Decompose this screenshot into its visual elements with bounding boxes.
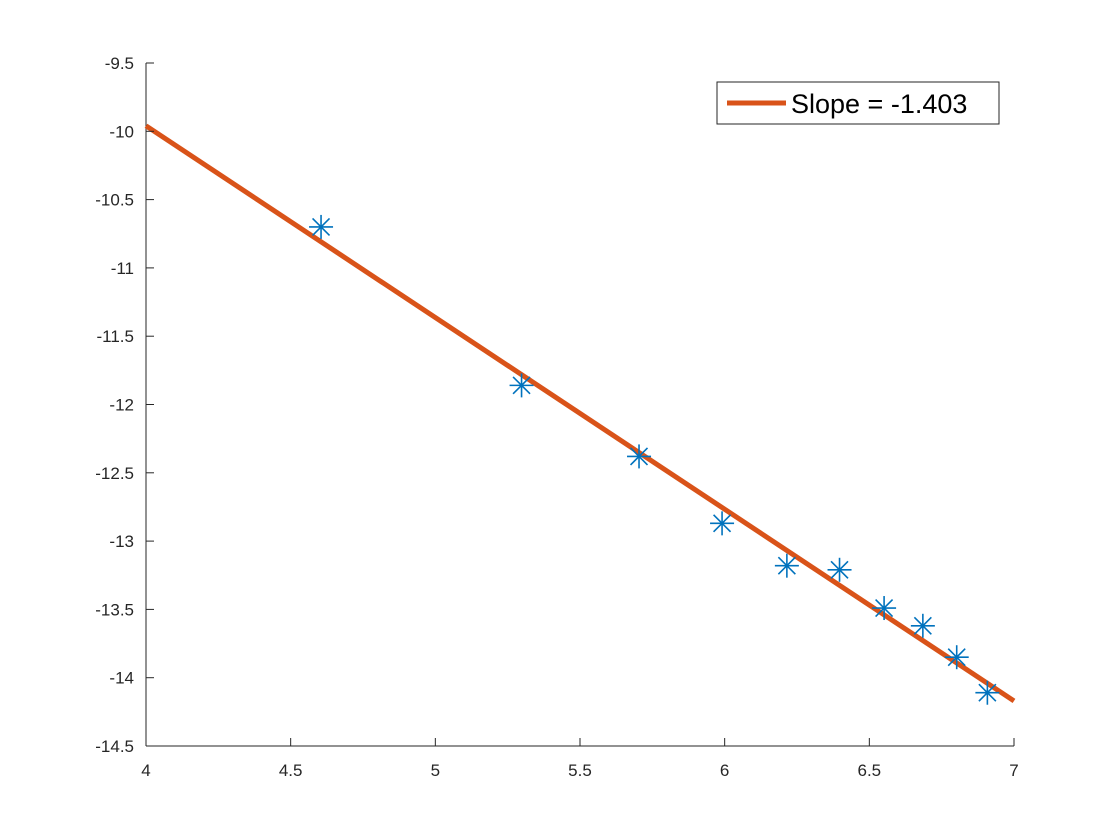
x-tick-label: 6.5 [858,761,882,780]
x-tick-label: 5.5 [568,761,592,780]
data-point [944,645,969,670]
data-point [309,214,334,239]
y-tick-label: -13.5 [95,600,134,619]
y-axis-ticks: -9.5 -10 -10.5 -11 -11.5 -12 -12.5 -13 -13.5 -14 -… [95,54,154,756]
x-tick-label: 7 [1009,761,1018,780]
data-point [872,596,897,621]
y-tick-label: -14.5 [95,737,134,756]
legend: Slope = -1.403 [716,81,1000,125]
y-tick-label: -10.5 [95,191,134,210]
y-tick-label: -13 [109,532,134,551]
y-tick-label: -12.5 [95,464,134,483]
y-tick-label: -10 [109,122,134,141]
data-point [509,373,534,398]
y-tick-label: -9.5 [105,54,134,73]
x-tick-label: 4 [141,761,150,780]
fit-line-group [144,123,1016,704]
fit-line [144,123,1016,704]
data-point [710,511,735,536]
x-tick-label: 5 [431,761,440,780]
data-point [627,444,652,469]
data-point [827,557,852,582]
y-tick-label: -11.5 [97,327,135,346]
data-point [774,553,799,578]
x-axis-ticks: 4 4.5 5 5.5 6 6.5 7 [141,738,1019,780]
x-tick-label: 6 [720,761,729,780]
data-point [910,613,935,638]
data-point [975,680,1000,705]
scatter-points [309,214,1000,705]
legend-entry-label: Slope = -1.403 [791,89,967,119]
x-tick-label: 4.5 [279,761,303,780]
y-tick-label: -14 [109,669,134,688]
y-tick-label: -12 [109,396,134,415]
y-tick-label: -11 [111,259,134,278]
